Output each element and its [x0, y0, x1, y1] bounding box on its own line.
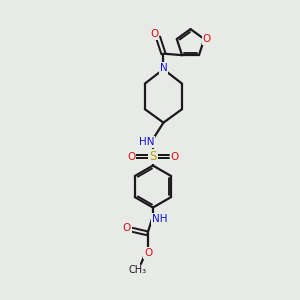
Text: O: O [202, 34, 211, 44]
Text: O: O [123, 223, 131, 233]
Text: CH₃: CH₃ [128, 265, 146, 275]
Text: O: O [150, 29, 159, 39]
Text: S: S [149, 150, 157, 163]
Text: O: O [171, 152, 179, 161]
Text: O: O [127, 152, 135, 161]
Text: N: N [160, 63, 167, 73]
Text: NH: NH [152, 214, 167, 224]
Text: HN: HN [139, 137, 154, 147]
Text: O: O [144, 248, 152, 258]
